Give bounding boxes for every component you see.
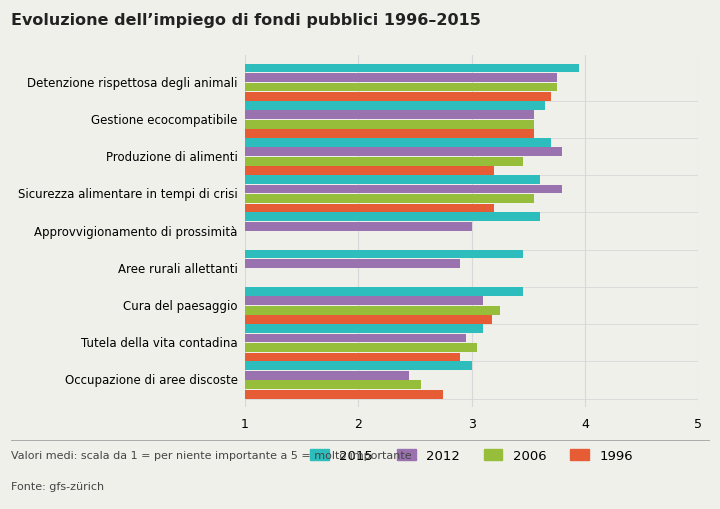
Bar xyxy=(245,213,540,222)
Bar xyxy=(245,381,420,389)
Bar xyxy=(245,176,540,185)
Bar xyxy=(245,324,483,333)
Bar xyxy=(245,93,551,102)
Bar xyxy=(245,371,409,380)
Bar xyxy=(245,130,534,139)
Bar xyxy=(245,158,523,166)
Bar xyxy=(245,148,562,157)
Legend: 2015, 2012, 2006, 1996: 2015, 2012, 2006, 1996 xyxy=(310,449,633,462)
Bar xyxy=(245,344,477,352)
Text: Fonte: gfs-zürich: Fonte: gfs-zürich xyxy=(11,481,104,491)
Bar xyxy=(245,167,494,176)
Bar xyxy=(245,111,534,120)
Bar xyxy=(245,102,545,110)
Bar xyxy=(245,316,492,324)
Bar xyxy=(245,204,494,213)
Bar xyxy=(245,222,472,231)
Bar xyxy=(245,306,500,315)
Text: Valori medi: scala da 1 = per niente importante a 5 = molto importante: Valori medi: scala da 1 = per niente imp… xyxy=(11,450,411,461)
Bar xyxy=(245,334,466,343)
Text: Evoluzione dell’impiego di fondi pubblici 1996–2015: Evoluzione dell’impiego di fondi pubblic… xyxy=(11,13,481,27)
Bar xyxy=(245,74,557,82)
Bar xyxy=(245,139,551,148)
Bar xyxy=(245,361,472,371)
Bar xyxy=(245,287,523,296)
Bar xyxy=(245,121,534,129)
Bar xyxy=(245,260,460,268)
Bar xyxy=(245,353,460,361)
Bar xyxy=(245,390,444,399)
Bar xyxy=(245,250,523,259)
Bar xyxy=(245,297,483,305)
Bar xyxy=(245,83,557,92)
Bar xyxy=(245,195,534,204)
Bar xyxy=(245,65,580,73)
Bar xyxy=(245,185,562,194)
